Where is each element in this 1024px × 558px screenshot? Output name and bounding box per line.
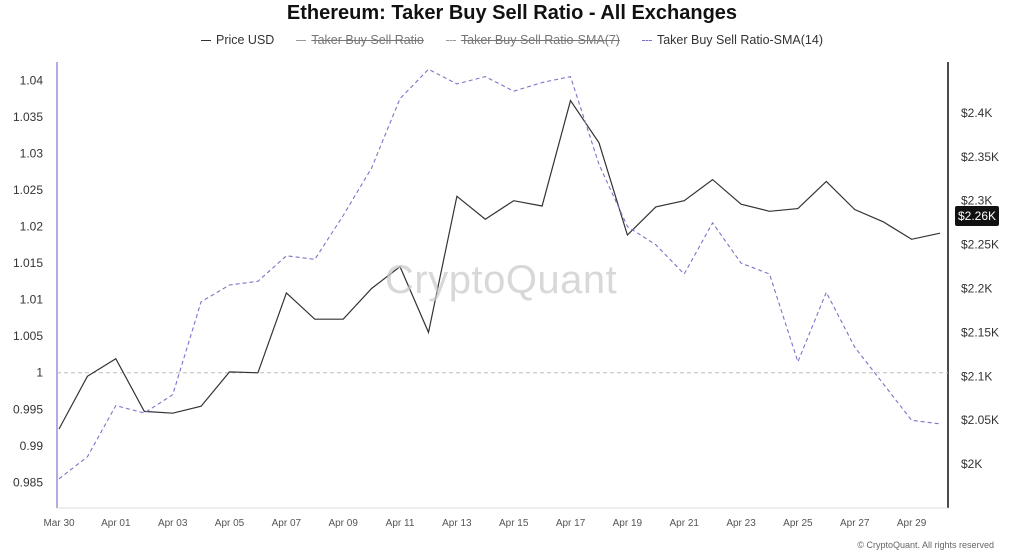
right-tick-label: $2K [961, 457, 982, 471]
current-price-badge: $2.26K [955, 206, 1000, 226]
x-tick-label: Apr 05 [215, 518, 245, 529]
legend-swatch [200, 39, 211, 41]
x-tick-label: Mar 30 [43, 518, 75, 529]
left-tick-label: 1.04 [20, 73, 44, 87]
copyright-notice: © CryptoQuant. All rights reserved [857, 540, 994, 550]
left-tick-label: 1.035 [13, 110, 43, 124]
x-tick-label: Apr 07 [272, 518, 302, 529]
legend-label: Price USD [215, 33, 275, 47]
x-tick-label: Apr 13 [442, 518, 472, 529]
legend-item-1[interactable]: Taker Buy Sell Ratio [296, 33, 424, 47]
x-tick-label: Apr 01 [101, 518, 131, 529]
left-tick-label: 1.015 [13, 256, 43, 270]
left-tick-label: 1 [36, 366, 43, 380]
series-line-0 [58, 99, 941, 430]
legend-item-2[interactable]: Taker Buy Sell Ratio-SMA(7) [445, 33, 620, 47]
legend-label: Taker Buy Sell Ratio [311, 33, 424, 47]
left-tick-label: 0.985 [13, 475, 43, 489]
x-tick-label: Apr 23 [726, 518, 756, 529]
legend: Price USD Taker Buy Sell Ratio Taker Buy S… [0, 33, 1024, 47]
legend-swatch [296, 39, 307, 41]
legend-item-0[interactable]: Price USD [200, 33, 275, 47]
left-tick-label: 1.005 [13, 329, 43, 343]
right-tick-label: $2.2K [961, 282, 992, 296]
left-tick-label: 1.02 [20, 220, 44, 234]
series-line-1 [58, 68, 941, 480]
x-tick-label: Apr 03 [158, 518, 188, 529]
right-tick-label: $2.35K [961, 150, 999, 164]
legend-label: Taker Buy Sell Ratio-SMA(7) [460, 33, 620, 47]
x-tick-label: Apr 29 [897, 518, 927, 529]
legend-label: Taker Buy Sell Ratio-SMA(14) [656, 33, 823, 47]
right-tick-label: $2.05K [961, 413, 999, 427]
right-tick-label: $2.15K [961, 325, 999, 339]
right-tick-label: $2.3K [961, 194, 992, 208]
right-tick-label: $2.1K [961, 369, 992, 383]
right-tick-label: $2.4K [961, 106, 992, 120]
left-tick-label: 0.99 [20, 439, 44, 453]
left-tick-label: 1.01 [20, 293, 44, 307]
x-tick-label: Apr 25 [783, 518, 813, 529]
left-tick-label: 1.03 [20, 146, 44, 160]
chart-title: Ethereum: Taker Buy Sell Ratio - All Exc… [286, 2, 738, 24]
right-tick-label: $2.25K [961, 238, 999, 252]
legend-swatch [445, 39, 456, 41]
x-tick-label: Apr 11 [386, 518, 415, 529]
x-tick-label: Apr 27 [840, 518, 870, 529]
x-tick-label: Apr 09 [328, 518, 358, 529]
left-tick-label: 0.995 [13, 402, 43, 416]
left-tick-label: 1.025 [13, 183, 43, 197]
x-tick-label: Apr 15 [499, 518, 529, 529]
x-tick-label: Apr 17 [556, 518, 586, 529]
x-tick-label: Apr 21 [669, 518, 699, 529]
watermark: CryptoQuant [385, 258, 618, 302]
legend-item-3[interactable]: Taker Buy Sell Ratio-SMA(14) [641, 33, 823, 47]
legend-swatch [641, 39, 652, 41]
x-tick-label: Apr 19 [613, 518, 643, 529]
